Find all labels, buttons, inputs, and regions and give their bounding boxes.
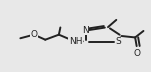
Text: O: O (31, 30, 37, 39)
Text: NH: NH (69, 37, 82, 46)
Text: S: S (116, 37, 121, 46)
Text: O: O (133, 49, 140, 58)
Text: N: N (82, 26, 89, 35)
